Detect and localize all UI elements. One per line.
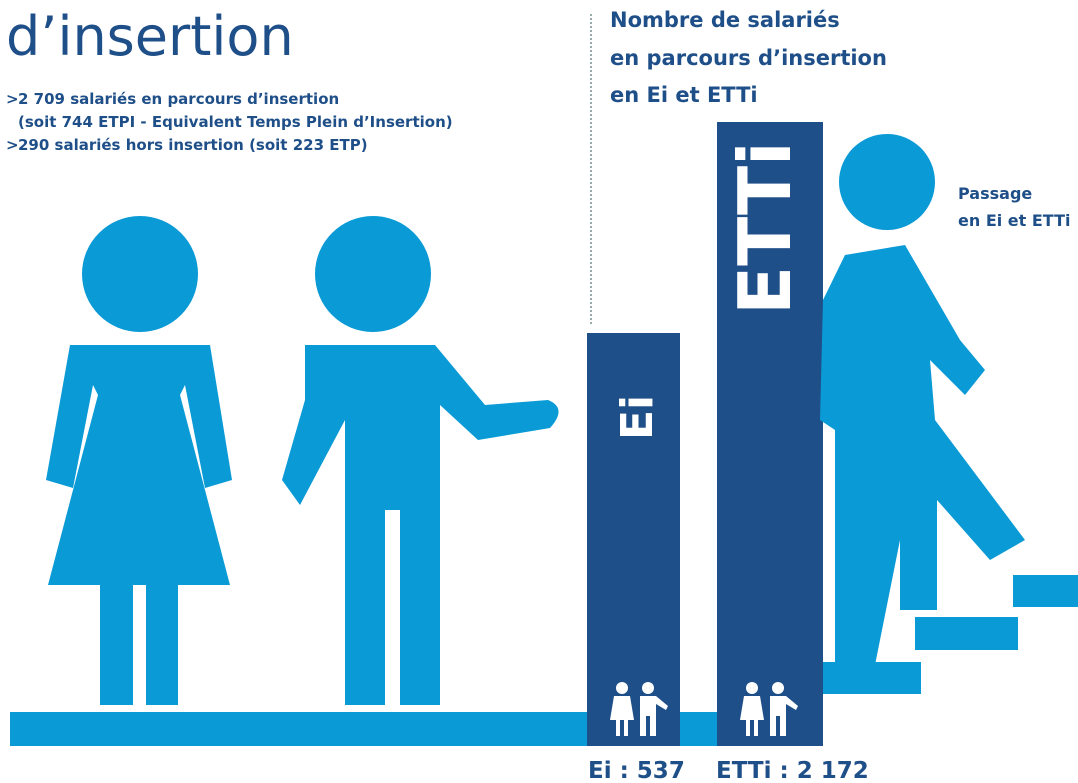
bullet-text: (soit 744 ETPI - Equivalent Temps Plein … (18, 113, 453, 131)
bar-caption: ETTi : 2 172 (716, 758, 869, 783)
woman-figure (46, 216, 232, 705)
bullet-marker: > (6, 136, 19, 154)
bar-caption: Ei : 537 (588, 758, 685, 783)
bar-label: ETTi (723, 141, 807, 315)
man-figure (282, 216, 559, 705)
bar-label: Ei (612, 395, 663, 440)
heading-line: en Ei et ETTi (610, 83, 758, 107)
title: d’insertion (6, 5, 294, 68)
side-note: en Ei et ETTi (958, 211, 1070, 230)
infographic: d’insertion > 2 709 salariés en parcours… (0, 0, 1078, 783)
bullet-marker: > (6, 90, 19, 108)
side-note: Passage (958, 184, 1032, 203)
bullet-text: 290 salariés hors insertion (soit 223 ET… (18, 136, 368, 154)
heading-line: en parcours d’insertion (610, 46, 887, 70)
heading-line: Nombre de salariés (610, 8, 840, 32)
bullet-text: 2 709 salariés en parcours d’insertion (18, 90, 339, 108)
